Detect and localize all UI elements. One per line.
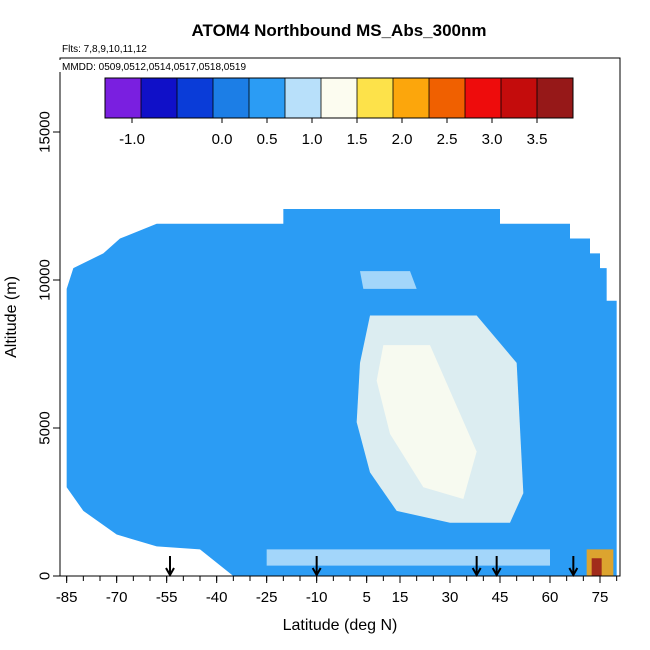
profile-marker-head	[311, 567, 322, 578]
colorbar-swatch	[501, 78, 537, 118]
heatmap-area	[66, 208, 617, 576]
y-axis-label: Altitude (m)	[3, 276, 20, 358]
x-tick-label: 60	[542, 589, 559, 606]
heatmap-feature-2	[376, 345, 477, 500]
profile-marker-arrow	[491, 556, 502, 578]
colorbar-tick-label: 1.5	[347, 131, 368, 148]
colorbar-swatch	[465, 78, 501, 118]
colorbar-tick-label: 3.5	[527, 131, 548, 148]
colorbar-swatch	[141, 78, 177, 118]
dates-note: MMDD: 0509,0512,0514,0517,0518,0519	[62, 62, 246, 73]
colorbar-tick-label: 1.0	[302, 131, 323, 148]
plot-frame	[59, 57, 621, 577]
profile-marker-arrow	[471, 556, 482, 578]
profile-marker-head	[491, 567, 502, 578]
y-tick-label: 10000	[37, 259, 54, 301]
heatmap-feature-4	[266, 549, 550, 566]
colorbar-tick-label: 3.0	[482, 131, 503, 148]
colorbar-frame	[104, 77, 574, 119]
x-tick-label: -55	[156, 589, 178, 606]
colorbar: -1.0 0.0 0.5 1.0 1.5 2.0 2.5 3.0 3.5	[101, 76, 577, 148]
y-tick-label: 5000	[37, 411, 54, 444]
colorbar-swatch	[393, 78, 429, 118]
colorbar-swatch	[357, 78, 393, 118]
colorbar-tick-label: 0.0	[212, 131, 233, 148]
x-tick-label: 75	[592, 589, 609, 606]
x-tick-label: -40	[206, 589, 228, 606]
y-tick-label: 0	[37, 572, 54, 580]
dates-note-bg	[58, 60, 218, 72]
profile-marker-arrow	[165, 556, 175, 578]
heatmap-feature-6	[591, 558, 602, 576]
y-tick-label: 15000	[37, 111, 54, 153]
y-axis: 0 5000 10000 15000	[37, 111, 60, 580]
x-tick-label: 30	[442, 589, 459, 606]
heatmap-feature-3	[360, 271, 417, 289]
colorbar-tick-label: 2.0	[392, 131, 413, 148]
chart-title: ATOM4 Northbound MS_Abs_300nm	[191, 21, 486, 40]
x-axis: -85 -70 -55 -40 -25 -10 5 15 30 45 60 75	[56, 576, 618, 606]
profile-markers	[165, 556, 579, 578]
x-tick-label: 15	[392, 589, 409, 606]
colorbar-tick-label: 2.5	[437, 131, 458, 148]
x-tick-label: -70	[106, 589, 128, 606]
profile-marker-arrow	[568, 556, 579, 578]
colorbar-swatch	[285, 78, 321, 118]
flights-note: Flts: 7,8,9,10,11,12	[62, 44, 147, 55]
x-tick-label: 5	[362, 589, 370, 606]
profile-marker-head	[471, 567, 482, 578]
colorbar-swatch	[105, 78, 141, 118]
profile-marker-arrow	[311, 556, 322, 578]
x-axis-label: Latitude (deg N)	[283, 617, 398, 634]
x-tick-label: -85	[56, 589, 78, 606]
heatmap-background-cells	[66, 208, 617, 576]
colorbar-swatch	[177, 78, 213, 118]
colorbar-swatch	[249, 78, 285, 118]
colorbar-swatch	[537, 78, 573, 118]
colorbar-swatch	[429, 78, 465, 118]
colorbar-tick-label: -1.0	[119, 131, 145, 148]
x-tick-label: -10	[306, 589, 328, 606]
colorbar-tick-label: 0.5	[257, 131, 278, 148]
profile-marker-head	[165, 567, 175, 578]
colorbar-swatch	[321, 78, 357, 118]
x-tick-label: -25	[256, 589, 278, 606]
x-tick-label: 45	[492, 589, 509, 606]
profile-marker-head	[568, 567, 579, 578]
colorbar-swatch	[213, 78, 249, 118]
